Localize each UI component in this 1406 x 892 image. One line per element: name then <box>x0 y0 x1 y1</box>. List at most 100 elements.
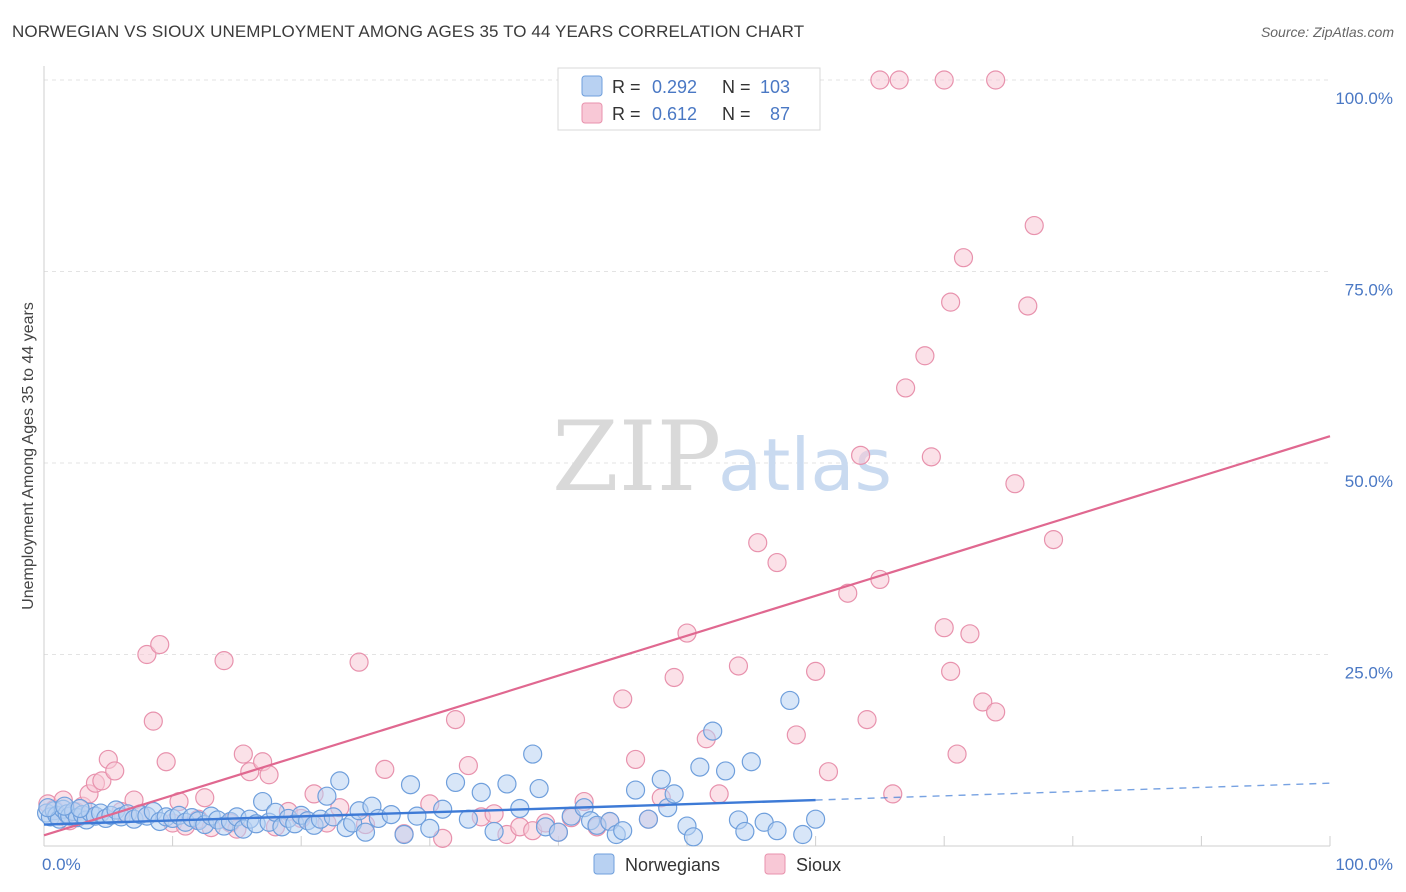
watermark-atlas: atlas <box>718 423 892 507</box>
sioux-point-72 <box>851 445 871 465</box>
legend-r-value-2: 0.612 <box>652 104 697 124</box>
norwegians-point-64 <box>433 799 453 819</box>
y-tick-label-2: 50.0% <box>1345 472 1393 491</box>
norwegians-point-99 <box>805 809 826 829</box>
norwegians-point-74 <box>548 822 569 842</box>
watermark: ZIP atlas <box>552 401 892 513</box>
sioux-point-93 <box>947 744 967 764</box>
norwegians-point-68 <box>484 821 504 842</box>
norwegians-trend-line <box>43 798 816 826</box>
sioux-point-92 <box>986 70 1006 90</box>
y-tick-label-1: 75.0% <box>1345 281 1393 300</box>
tick-labels: 100.0% 75.0% 50.0% 25.0% 0.0% 100.0% <box>42 89 1393 874</box>
sioux-point-57 <box>613 689 633 709</box>
legend-swatch-norwegians <box>581 75 603 97</box>
norwegians-point-93 <box>735 821 755 842</box>
chart-title: NORWEGIAN VS SIOUX UNEMPLOYMENT AMONG AG… <box>12 22 805 41</box>
sioux-point-88 <box>1043 529 1064 550</box>
sioux-point-45 <box>458 755 478 776</box>
legend-n-label-2: N = <box>722 104 751 124</box>
sioux-point-81 <box>953 248 974 268</box>
sioux-point-28 <box>233 744 253 764</box>
sioux-point-18 <box>156 752 176 772</box>
legend-n-label-1: N = <box>722 77 751 97</box>
sioux-point-47 <box>484 804 504 824</box>
sioux-point-70 <box>818 762 839 782</box>
trend-lines <box>43 435 1331 837</box>
norwegians-point-52 <box>330 771 350 791</box>
norwegians-point-90 <box>703 721 723 741</box>
sioux-point-91 <box>870 70 890 90</box>
watermark-zip: ZIP <box>552 401 721 513</box>
norwegians-points <box>36 690 826 847</box>
sioux-point-61 <box>664 667 684 688</box>
norwegians-point-56 <box>355 822 376 842</box>
norwegians-point-98 <box>793 824 813 845</box>
norwegians-point-65 <box>445 772 466 793</box>
sioux-trend-line <box>43 435 1331 837</box>
sioux-point-89 <box>934 70 954 90</box>
sioux-point-73 <box>857 710 877 730</box>
sioux-point-40 <box>375 759 395 780</box>
sioux-point-76 <box>896 378 916 398</box>
norwegians-point-63 <box>420 818 440 838</box>
sioux-point-84 <box>986 702 1006 722</box>
norwegians-point-86 <box>664 784 684 804</box>
sioux-point-67 <box>767 552 787 573</box>
sioux-point-77 <box>915 346 935 366</box>
norwegians-point-97 <box>780 690 800 711</box>
legend-swatch-sioux <box>581 102 603 124</box>
y-axis-label: Unemployment Among Ages 35 to 44 years <box>20 302 37 610</box>
norwegians-point-91 <box>715 761 736 781</box>
norwegians-point-89 <box>690 757 710 777</box>
sioux-point-78 <box>921 447 941 467</box>
norwegians-point-96 <box>767 821 787 841</box>
norwegians-point-66 <box>458 809 478 829</box>
norwegians-point-72 <box>529 778 549 799</box>
y-tick-label-0: 100.0% <box>1335 89 1393 108</box>
legend-n-value-2: 87 <box>770 104 790 124</box>
sioux-point-23 <box>195 788 215 808</box>
sioux-point-75 <box>883 784 903 804</box>
sioux-point-16 <box>143 711 163 731</box>
sioux-point-64 <box>709 784 729 804</box>
bottom-legend: Norwegians Sioux <box>593 853 841 875</box>
sioux-point-11 <box>105 761 125 781</box>
norwegians-point-102 <box>70 798 90 819</box>
sioux-point-82 <box>960 624 980 644</box>
norwegians-point-67 <box>471 782 491 802</box>
legend-box: R = 0.292 N = 103 R = 0.612 N = 87 <box>557 67 821 131</box>
bottom-legend-swatch-norwegians <box>593 853 615 875</box>
norwegians-point-81 <box>613 821 633 841</box>
bottom-legend-swatch-sioux <box>764 853 786 875</box>
sioux-point-86 <box>1018 296 1038 316</box>
sioux-point-15 <box>137 644 157 665</box>
legend-r-value-1: 0.292 <box>652 77 697 97</box>
legend-r-label-2: R = <box>612 104 641 124</box>
legend-r-label-1: R = <box>612 77 641 97</box>
sioux-point-87 <box>1024 215 1044 236</box>
sioux-point-71 <box>838 583 858 603</box>
sioux-points <box>38 70 1064 848</box>
norwegians-point-71 <box>523 744 543 764</box>
norwegians-point-50 <box>317 786 337 806</box>
sioux-point-65 <box>728 656 749 676</box>
norwegians-point-61 <box>400 775 421 795</box>
sioux-point-44 <box>445 710 466 730</box>
norwegians-point-60 <box>394 824 414 845</box>
norwegians-point-69 <box>497 774 517 794</box>
sioux-point-85 <box>1005 474 1025 494</box>
y-tick-label-3: 25.0% <box>1345 664 1393 683</box>
sioux-point-9 <box>92 771 112 791</box>
sioux-point-43 <box>433 828 453 848</box>
norwegians-point-88 <box>683 827 704 847</box>
sioux-point-90 <box>889 70 909 90</box>
sioux-point-94 <box>941 661 961 681</box>
norwegians-point-82 <box>625 780 646 800</box>
sioux-point-69 <box>805 661 826 681</box>
sioux-point-66 <box>748 533 768 553</box>
legend-n-value-1: 103 <box>760 77 790 97</box>
x-tick-label-min: 0.0% <box>42 855 81 874</box>
norwegians-point-51 <box>323 807 343 827</box>
